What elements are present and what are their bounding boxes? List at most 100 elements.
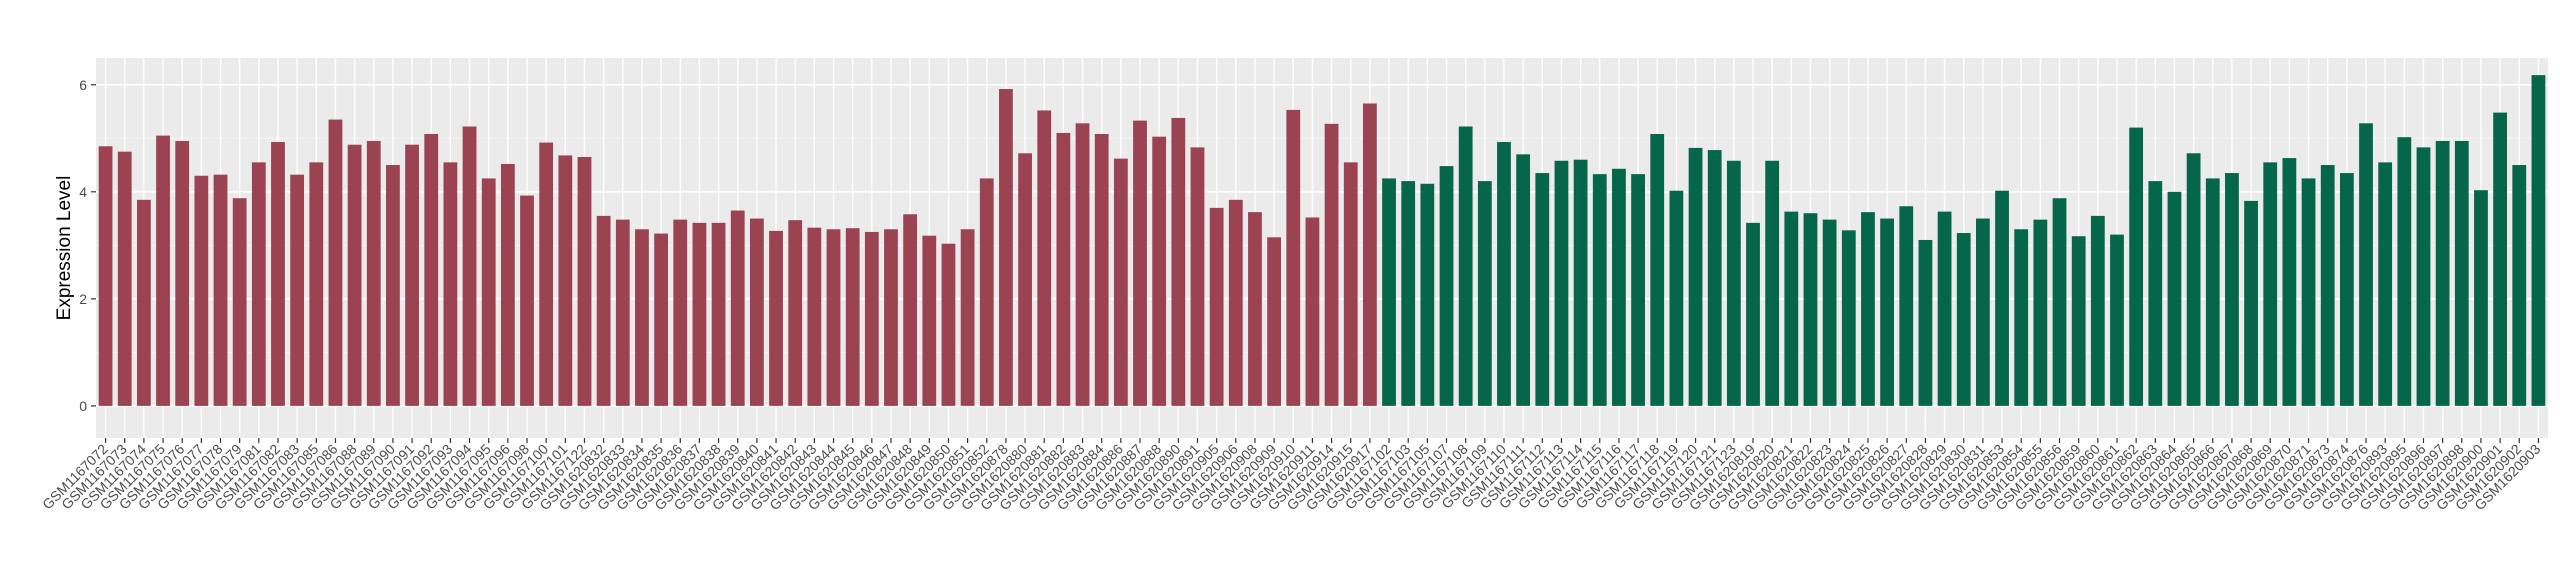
bar-GSM1620887 xyxy=(1133,120,1147,406)
bar-GSM1620842 xyxy=(788,220,803,406)
bar-GSM1167079 xyxy=(232,198,247,406)
bar-GSM1620869 xyxy=(2263,162,2278,406)
bar-GSM1620896 xyxy=(2416,147,2431,406)
bar-GSM1620882 xyxy=(1056,132,1071,406)
bar-GSM1620831 xyxy=(1975,218,1990,406)
bar-GSM1167118 xyxy=(1650,134,1665,406)
bar-GSM1620862 xyxy=(2129,127,2144,406)
bar-GSM1620866 xyxy=(2205,178,2220,406)
bar-GSM1167086 xyxy=(328,119,343,406)
bar-GSM1620903 xyxy=(2531,75,2546,406)
bar-GSM1167100 xyxy=(539,142,554,406)
bar-GSM1167093 xyxy=(443,162,458,406)
bar-GSM1167103 xyxy=(1401,181,1416,406)
bar-GSM1167111 xyxy=(1516,154,1531,406)
bar-GSM1620855 xyxy=(2033,219,2048,406)
bar-GSM1167072 xyxy=(98,146,113,406)
bar-GSM1620870 xyxy=(2282,158,2297,406)
y-tick-label: 0 xyxy=(79,398,87,414)
bar-GSM1167102 xyxy=(1382,178,1396,406)
bar-GSM1167116 xyxy=(1612,168,1626,406)
bar-GSM1620915 xyxy=(1343,162,1358,406)
bar-GSM1167083 xyxy=(290,174,305,406)
bar-GSM1620880 xyxy=(1018,153,1032,406)
bar-GSM1620838 xyxy=(711,222,726,406)
bar-GSM1167112 xyxy=(1535,173,1550,406)
bar-GSM1167081 xyxy=(251,162,266,406)
bar-GSM1620830 xyxy=(1956,233,1971,406)
bar-GSM1620871 xyxy=(2301,178,2316,406)
bar-GSM1167119 xyxy=(1669,190,1684,406)
bar-GSM1620844 xyxy=(826,229,841,406)
bar-GSM1620826 xyxy=(1880,218,1894,406)
bar-GSM1620883 xyxy=(1075,123,1090,406)
bar-GSM1167076 xyxy=(175,140,190,406)
bar-GSM1620859 xyxy=(2071,236,2086,406)
bar-GSM1620849 xyxy=(922,235,937,406)
bar-GSM1620888 xyxy=(1152,136,1167,406)
bar-GSM1167073 xyxy=(117,151,132,406)
bar-GSM1167115 xyxy=(1592,174,1607,406)
bar-GSM1620824 xyxy=(1841,230,1856,406)
bar-GSM1167114 xyxy=(1573,159,1588,406)
bar-GSM1620891 xyxy=(1190,147,1205,406)
bar-GSM1167108 xyxy=(1458,126,1473,406)
bar-GSM1620851 xyxy=(960,229,975,406)
bar-GSM1620848 xyxy=(903,214,918,406)
bar-GSM1167113 xyxy=(1554,160,1569,406)
bar-GSM1167082 xyxy=(271,142,285,406)
bar-GSM1167091 xyxy=(405,144,419,406)
bar-GSM1620850 xyxy=(941,243,956,406)
bar-GSM1167088 xyxy=(347,144,362,406)
bar-GSM1620847 xyxy=(884,229,898,406)
x-axis: GSM1167072GSM1167073GSM1167074GSM1167075… xyxy=(39,438,2544,513)
bar-GSM1620901 xyxy=(2493,112,2507,406)
bar-GSM1620825 xyxy=(1861,212,1875,406)
bar-GSM1620914 xyxy=(1324,123,1339,406)
bar-GSM1620878 xyxy=(999,89,1013,406)
bar-GSM1620827 xyxy=(1899,206,1914,406)
bar-GSM1620828 xyxy=(1918,239,1933,406)
bar-GSM1620820 xyxy=(1765,160,1780,406)
bar-GSM1620908 xyxy=(1248,212,1262,406)
bar-GSM1620819 xyxy=(1746,222,1760,406)
bar-GSM1167095 xyxy=(481,178,496,406)
bar-GSM1620846 xyxy=(864,231,879,406)
bar-GSM1620841 xyxy=(769,230,783,406)
bar-GSM1620897 xyxy=(2435,140,2450,406)
bar-GSM1167121 xyxy=(1707,150,1722,406)
bar-GSM1620829 xyxy=(1937,211,1952,406)
bar-GSM1620823 xyxy=(1822,219,1837,406)
bar-GSM1620861 xyxy=(2110,234,2124,406)
bar-GSM1620868 xyxy=(2244,200,2258,406)
bar-GSM1620852 xyxy=(979,178,994,406)
bar-GSM1620854 xyxy=(2014,229,2029,406)
bar-GSM1620864 xyxy=(2167,191,2182,406)
bar-GSM1620840 xyxy=(749,218,764,406)
bar-GSM1620884 xyxy=(1094,134,1109,406)
bar-GSM1620845 xyxy=(845,228,860,406)
bar-GSM1620898 xyxy=(2454,140,2469,406)
bar-GSM1167089 xyxy=(366,140,381,406)
bar-GSM1620865 xyxy=(2186,153,2201,406)
bar-GSM1620876 xyxy=(2359,123,2373,406)
bar-GSM1620909 xyxy=(1267,237,1281,406)
bar-GSM1620890 xyxy=(1171,117,1186,406)
bar-GSM1620856 xyxy=(2052,198,2067,406)
bar-GSM1167077 xyxy=(194,175,209,406)
y-axis-title: Expression Level xyxy=(54,176,75,321)
bar-GSM1620910 xyxy=(1286,109,1301,406)
bar-GSM1620902 xyxy=(2512,165,2527,406)
bar-GSM1620822 xyxy=(1803,213,1818,406)
bar-GSM1620863 xyxy=(2148,181,2163,406)
bar-GSM1620905 xyxy=(1209,207,1224,406)
bar-GSM1620895 xyxy=(2397,137,2412,406)
bar-GSM1167075 xyxy=(156,135,170,406)
bar-GSM1167109 xyxy=(1477,181,1492,406)
bar-GSM1620917 xyxy=(1362,103,1377,406)
y-axis: 0 2 4 6 xyxy=(79,77,96,414)
bar-GSM1167078 xyxy=(213,174,228,406)
bar-GSM1620837 xyxy=(692,222,707,406)
